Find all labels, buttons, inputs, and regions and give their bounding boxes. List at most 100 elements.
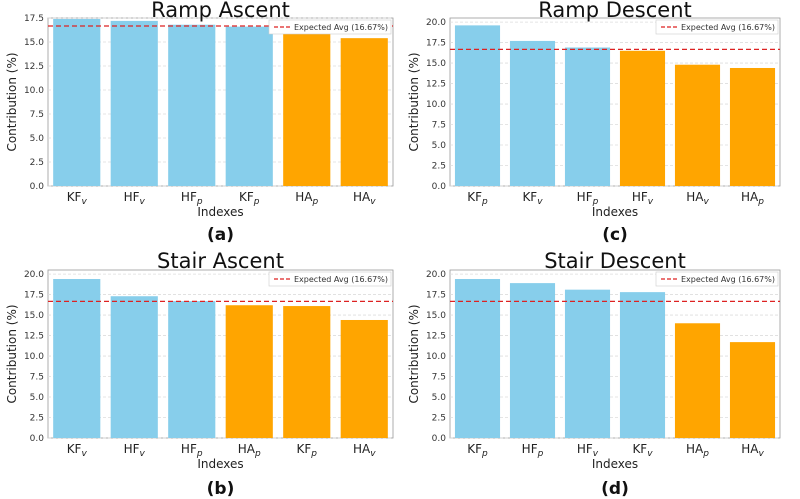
y-tick-label: 17.5 [24, 14, 44, 24]
x-tick-label: HAv [686, 190, 709, 207]
x-tick-label: HAp [238, 442, 261, 459]
y-tick-label: 7.5 [432, 121, 446, 131]
y-tick-label: 12.5 [24, 62, 44, 72]
chart-panel-3: 0.0 2.5 5.0 7.5 10.0 12.5 15.0 17.5 20.0 KFp HFp HF… [407, 249, 781, 499]
y-tick-label: 2.5 [432, 162, 446, 172]
bar-hf-p [509, 283, 556, 438]
chart-title: Stair Descent [544, 249, 686, 273]
y-axis-label: Contribution (%) [407, 304, 421, 403]
legend-label: Expected Avg (16.67%) [681, 275, 775, 284]
x-tick-label: HAv [353, 190, 376, 207]
bar-hf-v [110, 20, 158, 186]
bar-ha-p [283, 29, 331, 186]
x-tick-label: KFv [632, 442, 653, 459]
y-tick-label: 17.5 [24, 291, 44, 301]
y-tick-label: 12.5 [426, 80, 446, 90]
chart-title: Ramp Ascent [151, 0, 290, 22]
y-tick-label: 0.0 [30, 182, 45, 192]
bar-ha-v [340, 38, 388, 186]
y-tick-label: 17.5 [426, 291, 446, 301]
bar-kf-v [53, 279, 101, 438]
x-tick-label: HAp [295, 190, 318, 207]
y-tick-label: 12.5 [426, 332, 446, 342]
x-tick-label: HFp [181, 190, 203, 207]
y-axis-label: Contribution (%) [407, 52, 421, 151]
legend-label: Expected Avg (16.67%) [294, 23, 388, 32]
panel-letter: (a) [207, 225, 234, 245]
y-tick-label: 10.0 [426, 100, 446, 110]
bar-kf-v [619, 292, 666, 438]
x-tick-label: KFv [67, 190, 88, 207]
bar-ha-p [729, 67, 776, 186]
x-tick-label: KFv [522, 190, 543, 207]
chart-panel-0: 0.0 2.5 5.0 7.5 10.0 12.5 15.0 17.5 KFv HFv HFp KFp… [5, 0, 394, 245]
x-tick-label: HFv [124, 190, 146, 207]
x-tick-label: KFv [67, 442, 88, 459]
x-tick-label: HFv [632, 190, 654, 207]
panel-letter: (c) [602, 225, 628, 245]
y-tick-label: 15.0 [24, 311, 44, 321]
x-axis-label: Indexes [592, 457, 638, 471]
y-tick-label: 5.0 [432, 393, 447, 403]
y-tick-label: 0.0 [30, 434, 45, 444]
bar-kf-p [225, 26, 273, 186]
x-tick-label: KFp [297, 442, 318, 459]
chart-panel-2: 0.0 2.5 5.0 7.5 10.0 12.5 15.0 17.5 20.0 KFv HFv HF… [5, 249, 394, 499]
bar-kf-p [454, 25, 501, 186]
y-tick-label: 7.5 [432, 373, 446, 383]
bar-kf-p [454, 279, 501, 438]
x-tick-label: HAp [741, 190, 764, 207]
legend-label: Expected Avg (16.67%) [294, 275, 388, 284]
x-tick-label: HFp [522, 442, 544, 459]
legend-box [268, 19, 392, 35]
bar-ha-v [674, 64, 721, 186]
x-tick-label: KFp [467, 190, 488, 207]
legend-box [655, 271, 779, 287]
y-tick-label: 5.0 [30, 393, 45, 403]
bar-hf-v [110, 296, 158, 438]
y-tick-label: 5.0 [30, 134, 45, 144]
bar-hf-v [619, 50, 666, 186]
panel-letter: (d) [601, 479, 629, 499]
x-tick-label: HFv [124, 442, 146, 459]
bar-hf-p [168, 301, 216, 438]
y-tick-label: 15.0 [24, 38, 44, 48]
legend-box [655, 19, 779, 35]
y-tick-label: 20.0 [24, 270, 44, 280]
y-tick-label: 0.0 [432, 182, 447, 192]
chart-title: Ramp Descent [538, 0, 692, 22]
x-tick-label: HAp [686, 442, 709, 459]
panel-letter: (b) [207, 479, 235, 499]
y-tick-label: 2.5 [432, 414, 446, 424]
bar-kf-v [509, 40, 556, 186]
y-axis-label: Contribution (%) [5, 52, 19, 151]
y-tick-label: 20.0 [426, 270, 446, 280]
bar-hf-p [168, 24, 216, 186]
x-tick-label: HAv [353, 442, 376, 459]
bar-hf-v [564, 289, 611, 438]
x-axis-label: Indexes [592, 205, 638, 219]
y-tick-label: 10.0 [24, 352, 44, 362]
y-tick-label: 7.5 [30, 110, 44, 120]
y-tick-label: 15.0 [426, 311, 446, 321]
x-tick-label: HFp [577, 190, 599, 207]
y-tick-label: 15.0 [426, 59, 446, 69]
bar-kf-p [283, 306, 331, 438]
chart-title: Stair Ascent [157, 249, 284, 273]
y-tick-label: 20.0 [426, 18, 446, 28]
legend-label: Expected Avg (16.67%) [681, 23, 775, 32]
x-axis-label: Indexes [197, 457, 243, 471]
bar-ha-v [340, 319, 388, 438]
bar-ha-p [674, 323, 721, 438]
y-tick-label: 12.5 [24, 332, 44, 342]
y-tick-label: 10.0 [24, 86, 44, 96]
bar-ha-v [729, 342, 776, 438]
y-tick-label: 5.0 [432, 141, 447, 151]
y-axis-label: Contribution (%) [5, 304, 19, 403]
y-tick-label: 7.5 [30, 373, 44, 383]
bar-hf-p [564, 47, 611, 186]
y-tick-label: 17.5 [426, 39, 446, 49]
x-axis-label: Indexes [197, 205, 243, 219]
x-tick-label: HFp [181, 442, 203, 459]
